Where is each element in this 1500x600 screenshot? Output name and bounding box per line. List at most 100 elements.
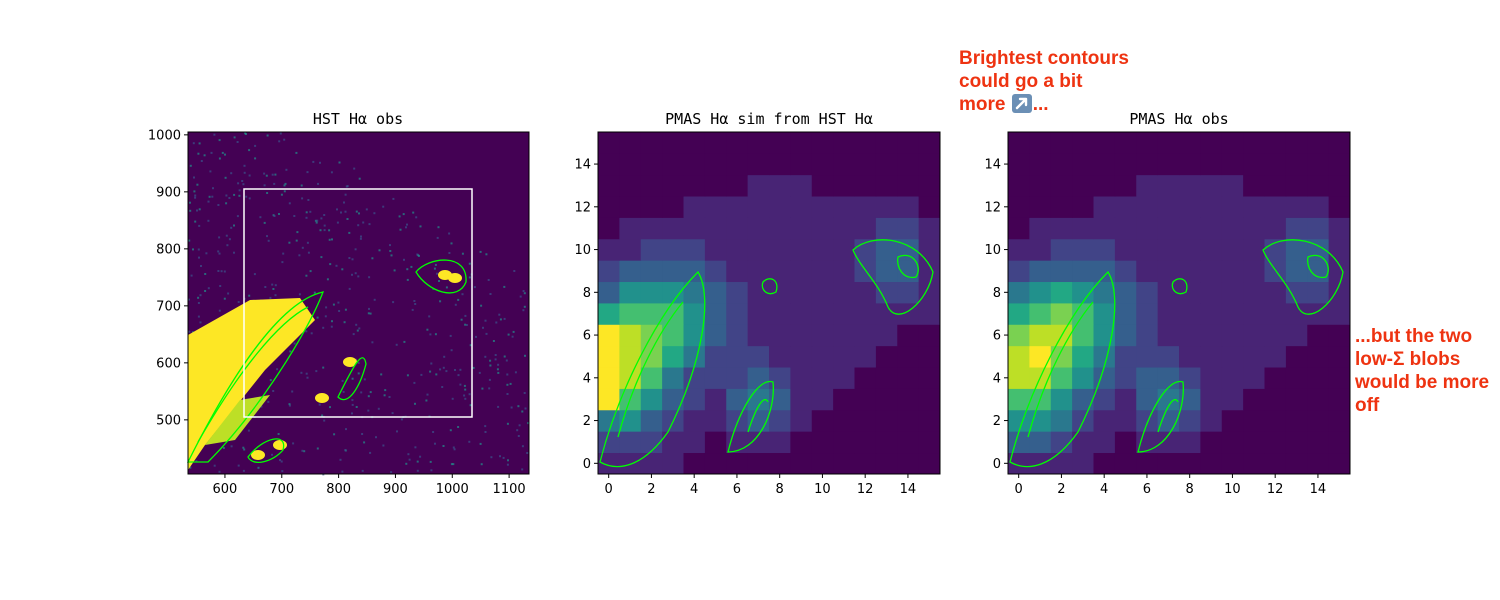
heatmap-cell bbox=[1307, 324, 1330, 347]
heatmap-cell bbox=[1008, 367, 1030, 389]
heatmap-cell bbox=[1221, 345, 1244, 368]
noise-pixel bbox=[218, 252, 221, 255]
heatmap-cell bbox=[897, 388, 920, 411]
noise-pixel bbox=[390, 471, 393, 474]
heatmap-cell bbox=[619, 345, 642, 368]
heatmap-cell bbox=[1285, 388, 1308, 411]
noise-pixel bbox=[497, 363, 500, 366]
panel-pmas-sim: PMAS Hα sim from HST Hα 0 2 4 6 8 10 12 14 0 2 4 6… bbox=[574, 110, 941, 497]
noise-pixel bbox=[457, 374, 460, 377]
heatmap-cell bbox=[1221, 238, 1244, 261]
heatmap-cell bbox=[897, 132, 920, 154]
noise-pixel bbox=[238, 194, 241, 197]
noise-pixel bbox=[355, 406, 358, 408]
heatmap-cell bbox=[833, 196, 855, 218]
heatmap-cell bbox=[662, 238, 684, 261]
noise-pixel bbox=[419, 225, 422, 228]
bright-knot bbox=[273, 440, 287, 450]
heatmap-cell bbox=[683, 409, 706, 432]
noise-pixel bbox=[355, 210, 358, 213]
noise-pixel bbox=[283, 184, 286, 187]
heatmap-cell bbox=[640, 260, 663, 283]
noise-pixel bbox=[269, 296, 272, 299]
heatmap-cell bbox=[1221, 409, 1244, 432]
noise-pixel bbox=[217, 270, 220, 272]
noise-pixel bbox=[519, 295, 522, 298]
heatmap-cell bbox=[833, 132, 855, 154]
noise-pixel bbox=[274, 173, 277, 176]
heatmap-cell bbox=[662, 452, 684, 475]
noise-pixel bbox=[190, 274, 193, 277]
noise-pixel bbox=[322, 366, 325, 369]
noise-pixel bbox=[208, 195, 211, 198]
heatmap-cell bbox=[1243, 367, 1265, 389]
noise-pixel bbox=[344, 449, 347, 452]
heatmap-cell bbox=[1328, 260, 1351, 283]
y-tick-label: 1000 bbox=[148, 128, 181, 143]
heatmap-cell bbox=[683, 196, 706, 218]
noise-pixel bbox=[204, 273, 207, 275]
heatmap-cell bbox=[1072, 174, 1094, 197]
noise-pixel bbox=[343, 201, 345, 204]
noise-pixel bbox=[384, 389, 387, 392]
noise-pixel bbox=[351, 273, 353, 276]
noise-pixel bbox=[194, 194, 197, 197]
heatmap-cell bbox=[1200, 281, 1223, 304]
heatmap-cell bbox=[1157, 217, 1180, 240]
noise-pixel bbox=[197, 152, 200, 155]
heatmap-cell bbox=[640, 238, 663, 261]
noise-pixel bbox=[319, 161, 321, 164]
heatmap-cell bbox=[897, 260, 920, 283]
noise-pixel bbox=[523, 305, 526, 308]
noise-pixel bbox=[307, 199, 310, 201]
noise-pixel bbox=[351, 412, 353, 415]
noise-pixel bbox=[469, 344, 472, 347]
heatmap-cell bbox=[1029, 217, 1052, 240]
heatmap-cell bbox=[769, 174, 791, 197]
heatmap-cell bbox=[1307, 409, 1330, 432]
noise-pixel bbox=[204, 290, 207, 292]
heatmap-cell bbox=[1307, 388, 1330, 411]
heatmap-cell bbox=[769, 388, 791, 411]
heatmap-cell bbox=[769, 303, 791, 325]
noise-pixel bbox=[351, 258, 354, 261]
noise-pixel bbox=[260, 405, 263, 408]
heatmap-cell bbox=[1136, 281, 1159, 304]
heatmap-cell bbox=[704, 174, 727, 197]
heatmap-cell bbox=[704, 303, 727, 325]
noise-pixel bbox=[300, 184, 303, 187]
noise-pixel bbox=[355, 323, 358, 326]
heatmap-cell bbox=[747, 324, 770, 347]
noise-pixel bbox=[341, 268, 344, 271]
y-tick-label: 600 bbox=[156, 356, 181, 371]
heatmap-cell bbox=[598, 217, 620, 240]
heatmap-cell bbox=[790, 345, 813, 368]
heatmap-cell bbox=[918, 431, 941, 454]
contour-line bbox=[1157, 399, 1179, 433]
heatmap-cell bbox=[704, 367, 727, 389]
x-tick-label: 14 bbox=[900, 482, 917, 497]
heatmap-cell bbox=[662, 153, 684, 176]
noise-pixel bbox=[445, 286, 448, 289]
noise-pixel bbox=[226, 244, 229, 247]
noise-pixel bbox=[521, 410, 524, 413]
contour-line bbox=[1137, 381, 1184, 453]
x-tick-label: 800 bbox=[326, 482, 351, 497]
noise-pixel bbox=[418, 254, 420, 257]
heatmap-cell bbox=[619, 153, 642, 176]
heatmap-cell bbox=[1243, 324, 1265, 347]
noise-pixel bbox=[281, 470, 284, 473]
heatmap-cell bbox=[1093, 260, 1116, 283]
contour-line bbox=[1171, 278, 1188, 295]
heatmap-cell bbox=[1008, 153, 1030, 176]
noise-pixel bbox=[330, 171, 333, 174]
noise-pixel bbox=[344, 193, 347, 196]
heatmap-cell bbox=[1243, 281, 1265, 304]
noise-pixel bbox=[367, 409, 370, 412]
heatmap-cell bbox=[1072, 367, 1094, 389]
noise-pixel bbox=[316, 447, 319, 450]
noise-pixel bbox=[497, 405, 500, 408]
heatmap-cell bbox=[1050, 367, 1073, 389]
noise-pixel bbox=[502, 456, 505, 459]
